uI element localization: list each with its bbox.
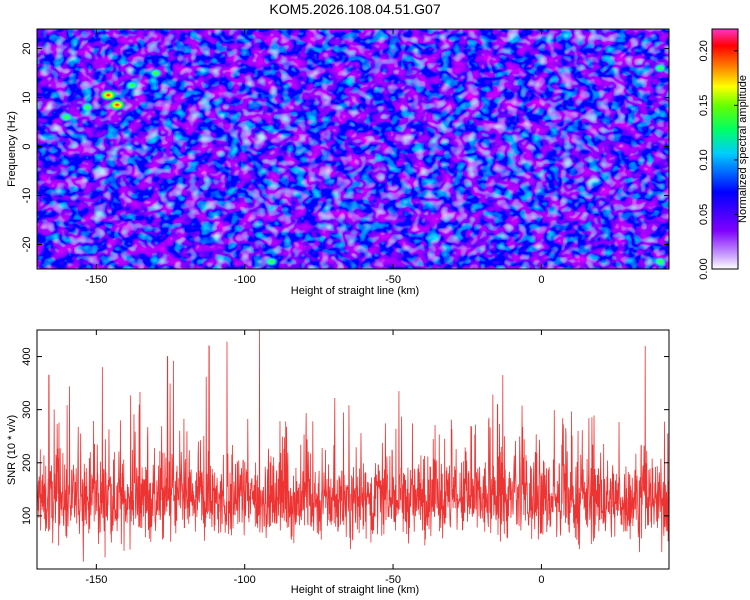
spectrogram-hotspot bbox=[99, 89, 118, 102]
snr-xtick-label: -100 bbox=[234, 574, 256, 586]
spectrogram-hotspot bbox=[108, 98, 127, 111]
colorbar: 0.00 0.05 0.10 0.15 0.20 Normalized spectral… bbox=[698, 28, 749, 280]
snr-ytick-label: 100 bbox=[21, 507, 33, 525]
snr-xlabel: Height of straight line (km) bbox=[291, 584, 419, 596]
spectrogram-xtick-label: -100 bbox=[234, 274, 256, 286]
chart-title: KOM5.2026.108.04.51.G07 bbox=[269, 1, 440, 17]
spectrogram-hotspot bbox=[148, 68, 163, 79]
snr-ytick-label: 300 bbox=[21, 400, 33, 418]
spectrogram-hotspot bbox=[264, 256, 279, 267]
spectrogram-xtick-label: 0 bbox=[538, 274, 544, 286]
colorbar-tick-label: 0.15 bbox=[698, 95, 710, 116]
spectrogram-ytick-label: 20 bbox=[21, 42, 33, 54]
snr-xtick-label: 0 bbox=[538, 574, 544, 586]
colorbar-label: Normalized spectral amplitude bbox=[737, 75, 749, 223]
snr-frame bbox=[36, 329, 670, 570]
spectrogram-frame bbox=[36, 28, 670, 270]
spectrogram-hotspot bbox=[653, 63, 668, 74]
spectrogram-ytick-label: -20 bbox=[21, 237, 33, 253]
spectrogram-xlabel: Height of straight line (km) bbox=[291, 285, 419, 297]
colorbar-scale bbox=[711, 28, 739, 270]
spectrogram-ytick-label: -10 bbox=[21, 188, 33, 204]
spectrogram-hotspot bbox=[653, 256, 668, 267]
colorbar-tick-label: 0.05 bbox=[698, 204, 710, 225]
snr-panel: -150 -100 -50 0 100 200 300 400 Height of stra… bbox=[6, 329, 670, 596]
snr-ylabel: SNR (10 * v/v) bbox=[6, 415, 18, 485]
snr-xtick-label: -50 bbox=[385, 574, 401, 586]
snr-ytick-label: 400 bbox=[21, 347, 33, 365]
snr-series-line bbox=[37, 330, 669, 562]
spectrogram-hotspot bbox=[59, 112, 74, 123]
snr-ytick-label: 200 bbox=[21, 454, 33, 472]
snr-xtick-label: -150 bbox=[85, 574, 107, 586]
spectrogram-xtick-label: -150 bbox=[85, 274, 107, 286]
colorbar-tick-label: 0.20 bbox=[698, 40, 710, 61]
spectrogram-ytick-label: 10 bbox=[21, 91, 33, 103]
colorbar-tick-label: 0.00 bbox=[698, 258, 710, 279]
spectrogram-ytick-label: 0 bbox=[21, 143, 33, 149]
spectrogram-ylabel: Frequency (Hz) bbox=[6, 111, 18, 187]
spectrogram-hotspot bbox=[80, 102, 95, 113]
spectrogram-texture bbox=[37, 29, 669, 269]
spectrogram-hotspot bbox=[124, 80, 139, 91]
colorbar-tick-label: 0.10 bbox=[698, 149, 710, 170]
spectrogram-xtick-label: -50 bbox=[385, 274, 401, 286]
